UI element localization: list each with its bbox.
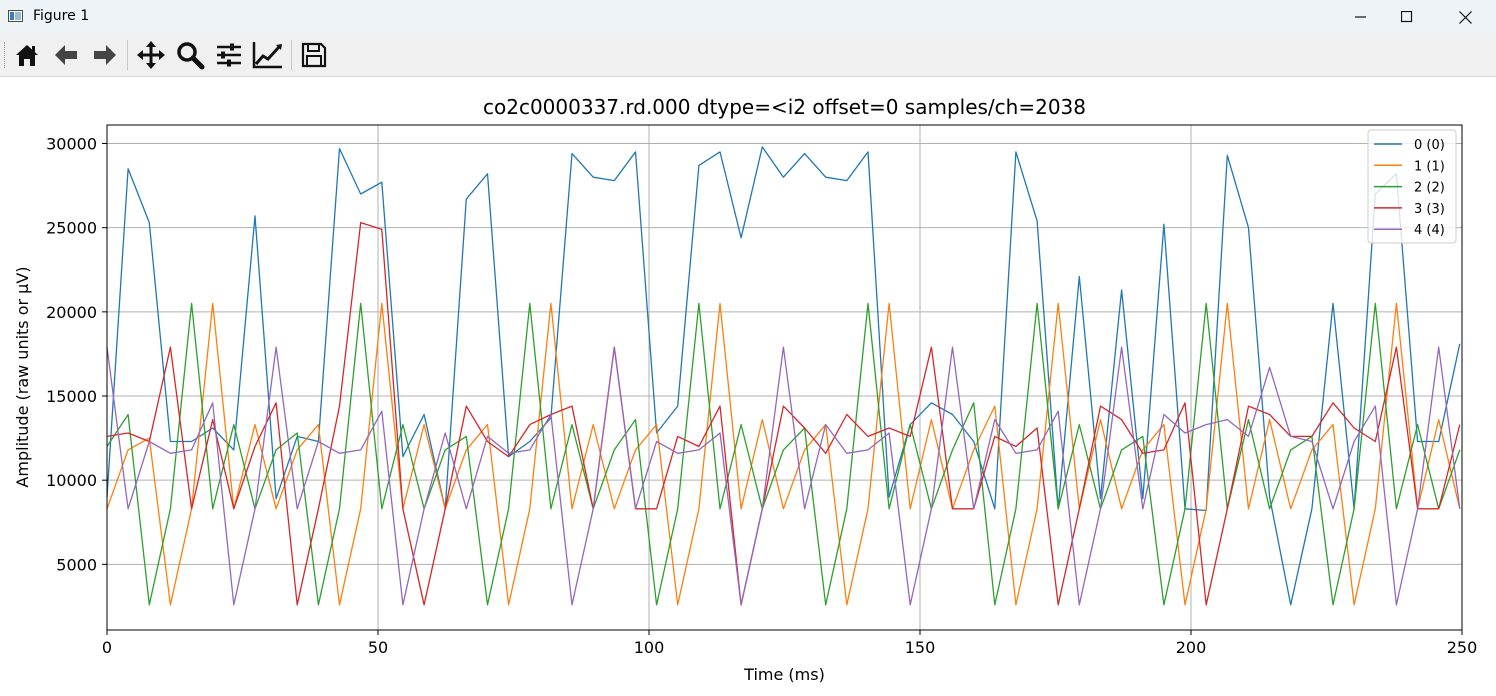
forward-button[interactable] <box>89 39 121 71</box>
maximize-icon <box>1401 11 1413 23</box>
x-axis-label: Time (ms) <box>743 665 825 684</box>
chart-title: co2c0000337.rd.000 dtype=<i2 offset=0 sa… <box>483 95 1086 119</box>
back-arrow-icon <box>55 45 77 65</box>
edit-axes-button[interactable] <box>252 39 284 71</box>
y-tick-label: 5000 <box>56 555 97 574</box>
legend-label: 0 (0) <box>1414 138 1445 153</box>
x-tick-label: 200 <box>1176 638 1207 657</box>
y-tick-label: 20000 <box>46 303 97 322</box>
close-icon <box>1458 10 1472 24</box>
toolbar-separator <box>127 40 128 70</box>
series-line-0 <box>106 146 1461 606</box>
x-tick-label: 50 <box>368 638 388 657</box>
x-tick-label: 0 <box>102 638 112 657</box>
legend-label: 1 (1) <box>1414 159 1445 174</box>
legend-label: 3 (3) <box>1414 202 1445 217</box>
close-button[interactable] <box>1442 0 1488 34</box>
configure-subplots-icon <box>217 43 241 67</box>
series-line-4 <box>106 346 1461 606</box>
configure-subplots-button[interactable] <box>213 39 245 71</box>
forward-arrow-icon <box>94 45 116 65</box>
x-tick-label: 250 <box>1447 638 1478 657</box>
figure-canvas[interactable]: co2c0000337.rd.000 dtype=<i2 offset=0 sa… <box>0 77 1496 696</box>
x-axis: 0 50 100 150 200 250 <box>102 630 1477 657</box>
legend-label: 2 (2) <box>1414 181 1445 196</box>
series-line-2 <box>106 302 1461 606</box>
legend: 0 (0) 1 (1) 2 (2) 3 (3) 4 (4) <box>1367 129 1457 244</box>
legend-label: 4 (4) <box>1414 223 1445 238</box>
window-title: Figure 1 <box>33 8 90 24</box>
zoom-icon <box>177 42 205 70</box>
maximize-button[interactable] <box>1384 0 1430 34</box>
y-tick-label: 15000 <box>46 387 97 406</box>
series-lines <box>106 146 1461 606</box>
zoom-button[interactable] <box>174 39 206 71</box>
figure-background <box>0 77 1496 696</box>
y-tick-label: 10000 <box>46 471 97 490</box>
legend-box <box>1367 129 1457 244</box>
pan-button[interactable] <box>135 39 167 71</box>
navigation-toolbar <box>0 34 1496 77</box>
y-axis-label: Amplitude (raw units or µV) <box>13 266 32 487</box>
x-tick-label: 150 <box>905 638 936 657</box>
home-button[interactable] <box>11 39 43 71</box>
window-titlebar: Figure 1 <box>0 0 1496 34</box>
matplotlib-figure-icon <box>8 10 23 22</box>
edit-axes-icon <box>252 42 282 69</box>
series-line-1 <box>106 302 1461 606</box>
y-tick-label: 25000 <box>46 219 97 238</box>
back-button[interactable] <box>50 39 82 71</box>
toolbar-grip <box>4 42 7 68</box>
save-icon <box>301 42 327 68</box>
home-icon <box>16 45 38 66</box>
y-axis: 5000 10000 15000 20000 25000 30000 <box>46 135 107 574</box>
toolbar-separator <box>291 40 292 70</box>
series-line-3 <box>106 221 1461 606</box>
x-tick-label: 100 <box>634 638 665 657</box>
y-tick-label: 30000 <box>46 135 97 154</box>
pan-icon <box>137 41 165 69</box>
minimize-icon <box>1355 16 1366 18</box>
save-button[interactable] <box>298 39 330 71</box>
minimize-button[interactable] <box>1338 0 1384 34</box>
axes-frame <box>106 124 1463 631</box>
